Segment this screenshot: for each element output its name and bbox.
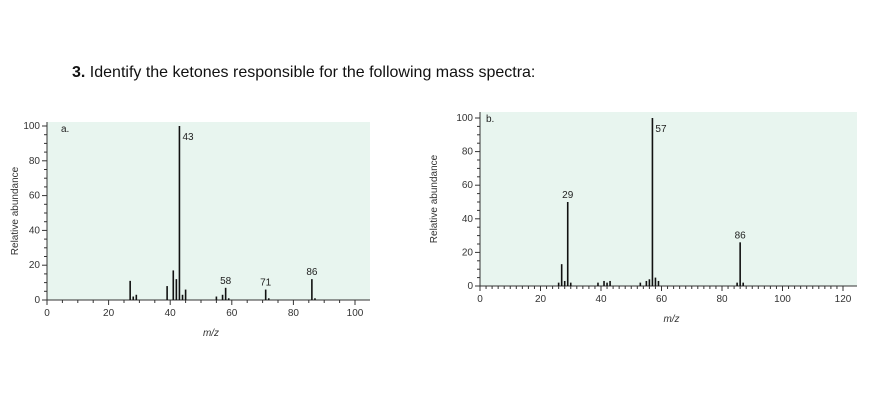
x-tick-label: 80 (288, 308, 300, 319)
peak-label: 58 (220, 276, 232, 287)
peak-label: 29 (562, 190, 574, 201)
x-tick-label: 80 (716, 294, 728, 305)
mass-spectrum-b: 0 20 40 60 80 100 120 0 20 40 60 80 100 29 57 86 b. m/z Re… (429, 112, 857, 325)
x-tick-label: 60 (656, 294, 668, 305)
y-tick-label: 100 (23, 121, 40, 132)
y-tick-label: 40 (462, 214, 474, 225)
question-prompt: Identify the ketones responsible for the… (89, 64, 536, 81)
y-tick-label: 40 (29, 225, 41, 236)
peak-label: 71 (260, 278, 272, 289)
plot-background (47, 122, 370, 300)
x-tick-label: 60 (226, 308, 238, 319)
x-tick-label: 40 (165, 308, 177, 319)
question-number: 3. (72, 64, 86, 81)
panel-label: a. (61, 124, 69, 135)
x-axis-title: m/z (663, 314, 679, 325)
x-axis-title: m/z (203, 328, 219, 339)
x-tick-label: 120 (835, 294, 852, 305)
peak-label: 86 (735, 230, 747, 241)
peak-label: 57 (655, 124, 667, 135)
y-tick-label: 80 (29, 156, 41, 167)
x-tick-label: 40 (595, 294, 607, 305)
peak-label: 43 (182, 132, 194, 143)
x-tick-label: 0 (44, 308, 50, 319)
question-text: 3. Identify the ketones responsible for … (72, 64, 535, 82)
panel-label: b. (486, 114, 494, 125)
y-tick-label: 0 (34, 295, 40, 306)
y-tick-label: 20 (29, 260, 41, 271)
x-tick-label: 20 (535, 294, 547, 305)
mass-spectrum-a: 0 20 40 60 80 100 0 20 40 60 80 100 43 58 71 86 a. m/z Rel… (10, 121, 370, 339)
x-tick-label: 0 (477, 294, 483, 305)
plot-background (480, 112, 857, 286)
y-tick-label: 60 (462, 180, 474, 191)
y-tick-label: 0 (467, 281, 473, 292)
y-tick-label: 80 (462, 147, 474, 158)
x-tick-label: 100 (774, 294, 791, 305)
y-axis-title: Relative abundance (10, 166, 21, 255)
y-tick-label: 100 (456, 113, 473, 124)
y-tick-label: 20 (462, 247, 474, 258)
x-tick-label: 100 (347, 308, 364, 319)
y-axis-title: Relative abundance (429, 154, 440, 243)
peak-label: 86 (306, 267, 318, 278)
x-tick-label: 20 (103, 308, 115, 319)
y-tick-label: 60 (29, 191, 41, 202)
